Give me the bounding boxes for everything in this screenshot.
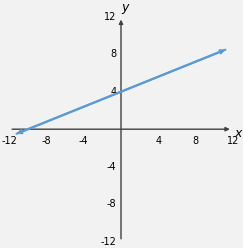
Text: 8: 8 <box>192 136 199 146</box>
Text: -12: -12 <box>1 136 17 146</box>
Text: -4: -4 <box>107 162 116 172</box>
Text: -8: -8 <box>42 136 51 146</box>
Text: -4: -4 <box>79 136 89 146</box>
Text: x: x <box>234 127 242 140</box>
Text: -12: -12 <box>100 237 116 247</box>
Text: 4: 4 <box>110 87 116 97</box>
Text: 12: 12 <box>226 136 239 146</box>
Text: 8: 8 <box>110 49 116 59</box>
Text: 4: 4 <box>155 136 161 146</box>
Text: y: y <box>121 1 128 14</box>
Text: 12: 12 <box>104 12 116 22</box>
Text: -8: -8 <box>107 199 116 209</box>
